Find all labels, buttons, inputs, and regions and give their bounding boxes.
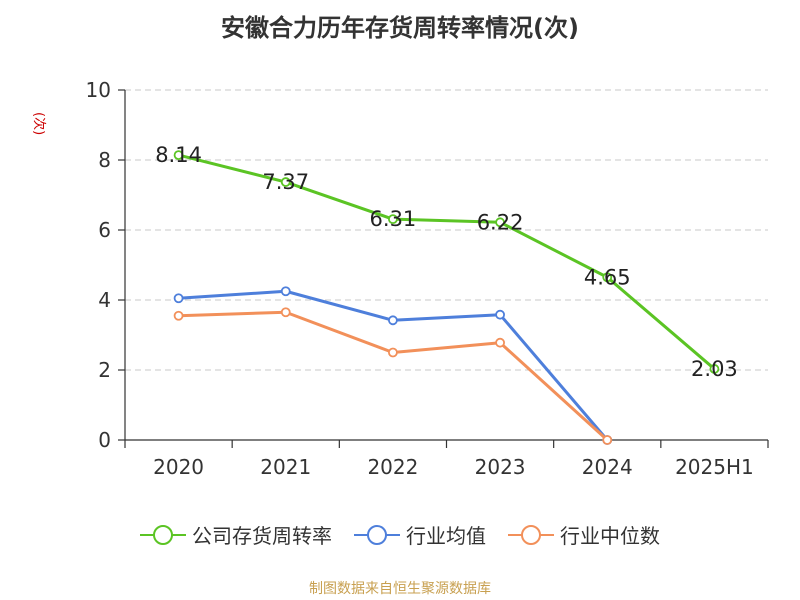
data-point	[173, 310, 184, 321]
series-line-2	[178, 310, 609, 442]
y-tick-label: 10	[86, 78, 111, 102]
data-labels: 8.14 7.37 6.31 6.22 4.65 2.03	[155, 143, 738, 381]
legend-swatch-marker	[153, 524, 173, 545]
legend-item: 行业中位数	[508, 520, 660, 549]
legend-item: 行业均值	[354, 520, 486, 549]
legend-swatch	[140, 524, 186, 545]
x-tick-label: 2023	[475, 455, 526, 479]
legend: 公司存货周转率 行业均值 行业中位数	[0, 520, 800, 549]
x-tick-label: 2025H1	[675, 455, 754, 479]
y-tick-label: 6	[98, 218, 111, 242]
data-point	[602, 435, 613, 445]
data-point	[388, 347, 398, 358]
legend-item: 公司存货周转率	[140, 520, 332, 549]
data-point	[709, 364, 720, 374]
data-point	[173, 150, 184, 161]
data-label: 4.65	[584, 265, 631, 289]
x-tick-label: 2024	[582, 455, 633, 479]
data-label: 6.22	[477, 210, 524, 234]
data-point	[388, 315, 398, 326]
data-label: 7.37	[262, 170, 309, 194]
legend-label: 公司存货周转率	[192, 524, 332, 548]
x-tick-label: 2020	[153, 455, 204, 479]
grid-lines	[125, 89, 768, 371]
legend-label: 行业均值	[406, 524, 486, 548]
data-label: 2.03	[691, 357, 738, 381]
y-tick-label: 0	[98, 428, 111, 452]
data-label: 8.14	[155, 143, 202, 167]
data-point	[495, 337, 505, 348]
data-point	[280, 286, 291, 297]
data-point	[602, 272, 613, 283]
y-tick-label: 2	[98, 358, 111, 382]
data-point	[495, 309, 505, 320]
legend-swatch-marker	[367, 524, 387, 545]
legend-swatch-marker	[521, 524, 541, 545]
data-source-note: 制图数据来自恒生聚源数据库	[309, 581, 491, 597]
axes: 0 2 4 6 8 10 2020 2021 2022 2023 2024 2025H1	[86, 78, 769, 479]
x-tick-label: 2022	[367, 455, 418, 479]
data-point	[173, 293, 184, 304]
legend-label: 行业中位数	[560, 524, 660, 548]
legend-swatch	[508, 524, 554, 545]
data-point	[280, 177, 291, 187]
data-point	[280, 307, 291, 318]
series-lines	[173, 150, 720, 445]
series-line-0	[178, 153, 716, 371]
legend-swatch	[354, 524, 400, 545]
data-point	[495, 217, 505, 228]
x-tick-label: 2021	[260, 455, 311, 479]
y-tick-label: 4	[98, 288, 111, 312]
y-tick-label: 8	[98, 148, 111, 172]
chart-title: 安徽合力历年存货周转率情况(次)	[221, 14, 579, 42]
data-label: 6.31	[370, 207, 417, 231]
data-point	[388, 214, 398, 225]
